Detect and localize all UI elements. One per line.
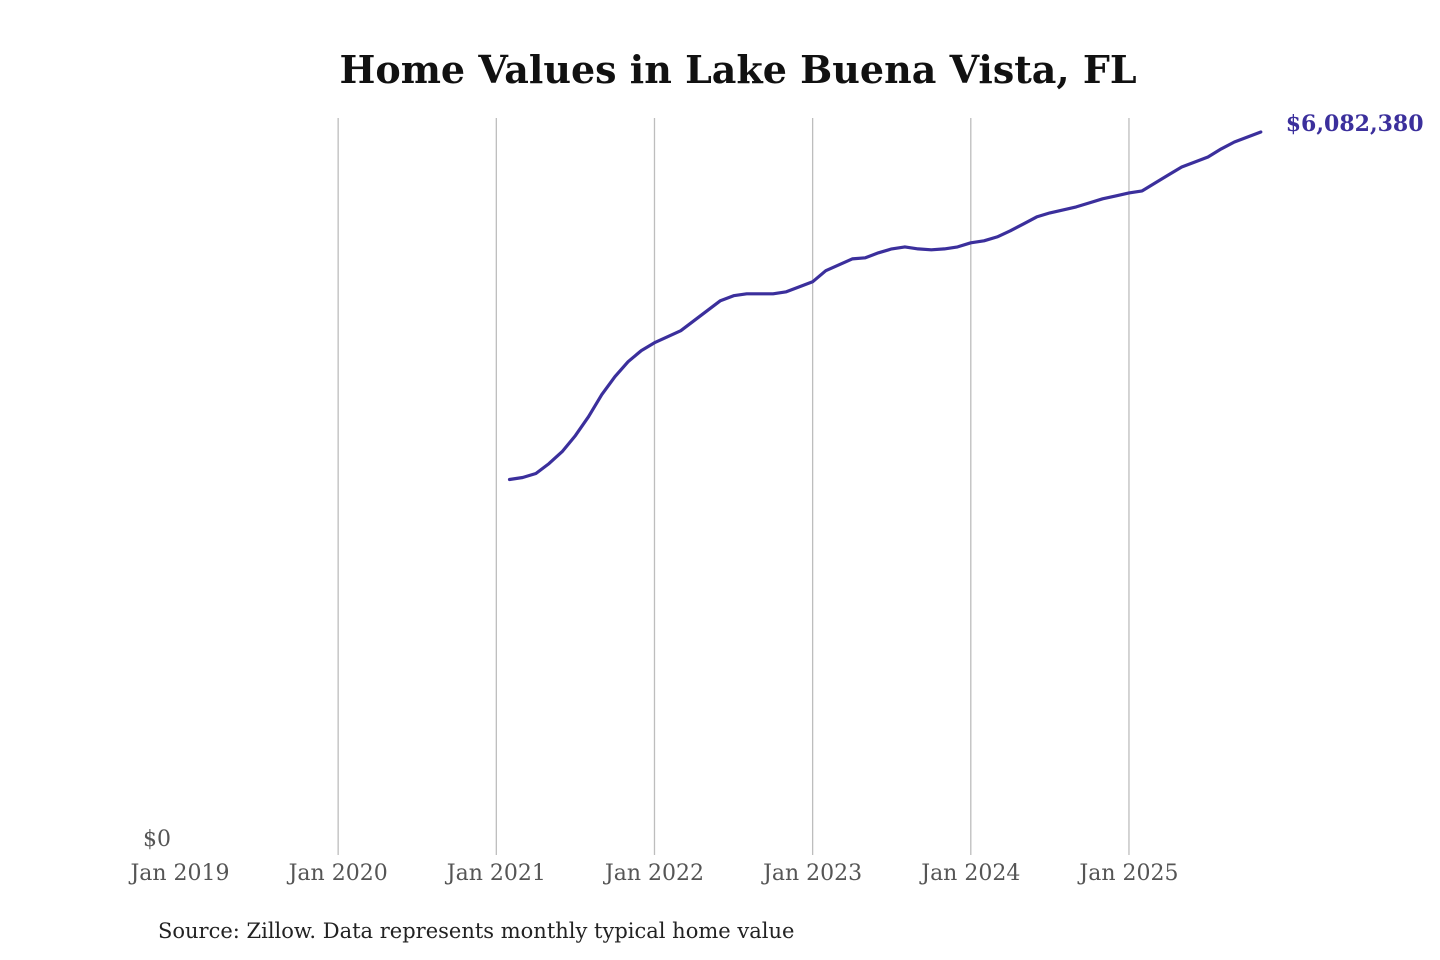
end-value-label: $6,082,380: [1286, 111, 1424, 137]
x-tick-label: Jan 2022: [603, 861, 704, 886]
x-tick-label: Jan 2020: [287, 861, 388, 886]
gridlines: [337, 118, 1130, 855]
y-tick-label: $0: [143, 827, 171, 852]
x-axis: Jan 2019 Jan 2020 Jan 2021 Jan 2022 Jan 2023…: [128, 861, 1178, 886]
x-tick-label: Jan 2019: [128, 861, 229, 886]
x-tick-label: Jan 2023: [761, 861, 862, 886]
x-tick-label: Jan 2025: [1077, 861, 1178, 886]
source-note: Source: Zillow. Data represents monthly …: [158, 919, 794, 943]
x-tick-label: Jan 2021: [445, 861, 546, 886]
x-tick-label: Jan 2024: [919, 861, 1020, 886]
chart-title: Home Values in Lake Buena Vista, FL: [339, 47, 1136, 92]
series-line: [507, 130, 1263, 482]
